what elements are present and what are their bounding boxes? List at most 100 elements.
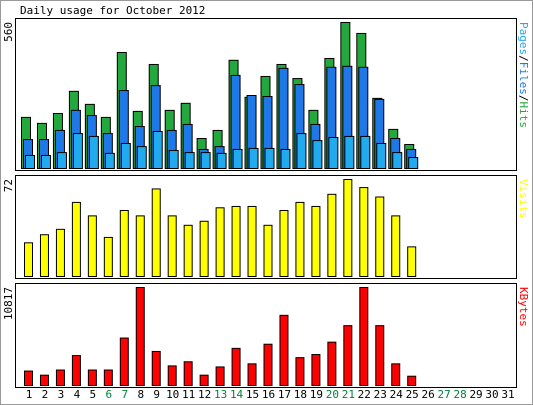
bar [392, 152, 403, 170]
bar [280, 148, 291, 169]
bar [343, 325, 353, 387]
x-tick-label: 22 [358, 388, 371, 401]
x-tick-label: 8 [137, 388, 144, 401]
x-tick-label: 21 [342, 388, 355, 401]
x-tick-label: 11 [182, 388, 195, 401]
bar [279, 314, 289, 387]
x-tick-label: 12 [198, 388, 211, 401]
bar [247, 363, 257, 386]
bar [391, 363, 401, 386]
legend-separator: / [517, 95, 530, 102]
x-tick-label: 6 [106, 388, 113, 401]
bar [199, 374, 209, 387]
bar [87, 369, 97, 387]
x-tick-label: 3 [58, 388, 65, 401]
y-tick-label: 10817 [2, 287, 15, 320]
bar [71, 201, 81, 277]
bar [327, 193, 337, 277]
x-tick-label: 18 [294, 388, 307, 401]
bar [39, 374, 49, 387]
bar [231, 205, 241, 277]
bar [328, 136, 339, 170]
bar [376, 142, 387, 170]
bar [375, 196, 385, 277]
bar [360, 135, 371, 169]
x-tick-label: 24 [390, 388, 404, 401]
bar [103, 236, 113, 277]
bar [120, 142, 131, 170]
bar [295, 201, 305, 277]
bar [135, 287, 145, 386]
x-tick-label: 23 [374, 388, 387, 401]
bar [119, 337, 129, 387]
x-tick-label: 31 [501, 388, 514, 401]
bar [408, 157, 419, 170]
legend-entry: Files [517, 62, 530, 95]
bar [56, 152, 67, 170]
x-tick-label: 26 [422, 388, 435, 401]
bar [391, 215, 401, 277]
bar [55, 369, 65, 387]
bar [39, 234, 49, 278]
legend: Pages/Files/Hits [517, 22, 530, 128]
bar [104, 152, 115, 169]
bar [183, 361, 193, 386]
bar [295, 357, 305, 387]
bar [151, 188, 161, 277]
bar [263, 224, 273, 277]
x-tick-label: 19 [310, 388, 323, 401]
x-tick-label: 20 [326, 388, 339, 401]
bar [264, 147, 275, 170]
legend-entry: Pages [517, 22, 530, 55]
bar [311, 354, 321, 387]
bar [327, 341, 337, 387]
legend-entry: Hits [517, 102, 530, 129]
legend-entry: KBytes [517, 287, 530, 327]
bar [167, 365, 177, 386]
bar [407, 246, 417, 278]
bar [407, 375, 417, 386]
bar [311, 205, 321, 277]
bar [119, 209, 129, 277]
bar [200, 152, 211, 170]
bar [135, 215, 145, 277]
bar [375, 325, 385, 387]
x-tick-label: 17 [278, 388, 291, 401]
bar [199, 220, 209, 277]
x-tick-label: 25 [406, 388, 419, 401]
bar [359, 187, 369, 277]
bar [279, 209, 289, 277]
x-tick-label: 14 [230, 388, 244, 401]
x-tick-label: 16 [262, 388, 275, 401]
x-tick-label: 10 [166, 388, 179, 401]
legend: KBytes [517, 287, 530, 327]
x-tick-label: 28 [453, 388, 466, 401]
bar [248, 147, 259, 170]
x-tick-label: 30 [485, 388, 498, 401]
bar [168, 150, 179, 169]
bar [136, 146, 147, 170]
x-tick-label: 4 [74, 388, 81, 401]
x-tick-label: 1 [26, 388, 33, 401]
y-tick-label: 72 [2, 179, 15, 192]
bar [183, 224, 193, 277]
bar [216, 152, 227, 169]
bar [151, 350, 161, 386]
x-tick-label: 13 [214, 388, 227, 401]
bar [25, 154, 35, 169]
bar [359, 287, 369, 386]
bar [232, 148, 243, 169]
x-tick-label: 15 [246, 388, 259, 401]
legend-entry: Visits [517, 179, 530, 219]
bar [72, 133, 83, 169]
bar [312, 140, 323, 170]
bar [103, 369, 113, 387]
bar [215, 366, 225, 386]
x-tick-label: 2 [42, 388, 49, 401]
y-tick-label: 560 [2, 22, 15, 42]
bar [152, 130, 163, 170]
bar [88, 135, 99, 169]
bar [24, 242, 33, 277]
legend-separator: / [517, 55, 530, 62]
